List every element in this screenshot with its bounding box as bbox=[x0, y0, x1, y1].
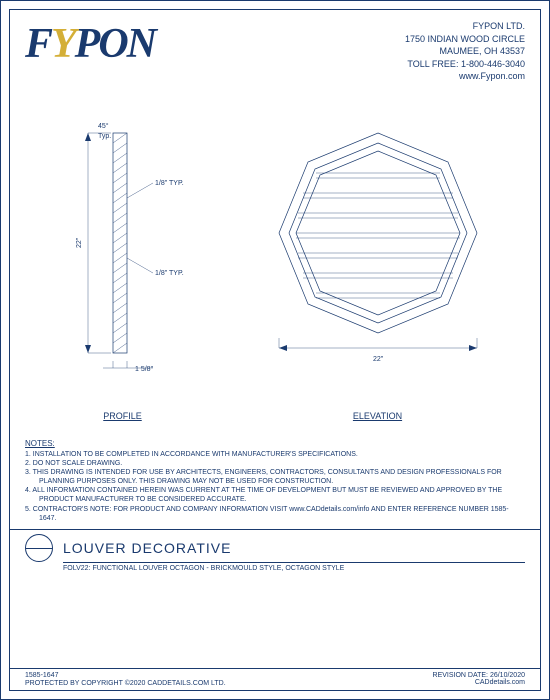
company-address2: MAUMEE, OH 43537 bbox=[405, 45, 525, 58]
elevation-label: ELEVATION bbox=[248, 411, 508, 421]
footer: 1585-1647 PROTECTED BY COPYRIGHT ©2020 C… bbox=[10, 668, 540, 690]
note-item: 3. THIS DRAWING IS INTENDED FOR USE BY A… bbox=[25, 468, 525, 486]
subtitle: FOLV22: FUNCTIONAL LOUVER OCTAGON - BRIC… bbox=[63, 562, 525, 572]
page-frame: FYPON FYPON LTD. 1750 INDIAN WOOD CIRCLE… bbox=[0, 0, 550, 700]
notes-section: NOTES: 1. INSTALLATION TO BE COMPLETED I… bbox=[10, 433, 540, 529]
note-item: 2. DO NOT SCALE DRAWING. bbox=[25, 459, 525, 468]
footer-copyright: PROTECTED BY COPYRIGHT ©2020 CADDETAILS.… bbox=[25, 680, 226, 687]
title-text: LOUVER DECORATIVE bbox=[63, 540, 231, 556]
elevation-svg: 22" bbox=[248, 113, 508, 403]
depth-dim: 1 5/8" bbox=[135, 366, 154, 373]
profile-svg: 22" 45° Typ. 1/8" TYP. 1/8" TYP. 1 5/8" bbox=[43, 113, 203, 403]
header: FYPON FYPON LTD. 1750 INDIAN WOOD CIRCLE… bbox=[10, 10, 540, 93]
angle-dim: 45° bbox=[98, 122, 109, 130]
slat-thick: 1/8" TYP. bbox=[155, 180, 184, 187]
profile-label: PROFILE bbox=[43, 411, 203, 421]
footer-left: 1585-1647 PROTECTED BY COPYRIGHT ©2020 C… bbox=[25, 672, 226, 687]
logo: FYPON bbox=[25, 20, 155, 68]
drawings-area: 22" 45° Typ. 1/8" TYP. 1/8" TYP. 1 5/8" … bbox=[10, 93, 540, 433]
width-dim: 22" bbox=[373, 356, 384, 363]
note-item: 1. INSTALLATION TO BE COMPLETED IN ACCOR… bbox=[25, 450, 525, 459]
company-name: FYPON LTD. bbox=[405, 20, 525, 33]
footer-revision: REVISION DATE: 26/10/2020 bbox=[433, 672, 525, 679]
footer-right: REVISION DATE: 26/10/2020 CADdetails.com bbox=[433, 672, 525, 687]
company-phone: TOLL FREE: 1-800-446-3040 bbox=[405, 58, 525, 71]
footer-site: CADdetails.com bbox=[433, 679, 525, 686]
inner-frame: FYPON FYPON LTD. 1750 INDIAN WOOD CIRCLE… bbox=[9, 9, 541, 691]
company-website: www.Fypon.com bbox=[405, 70, 525, 83]
company-info: FYPON LTD. 1750 INDIAN WOOD CIRCLE MAUME… bbox=[405, 20, 525, 83]
note-item: 4. ALL INFORMATION CONTAINED HEREIN WAS … bbox=[25, 486, 525, 504]
angle-note: Typ. bbox=[98, 133, 111, 140]
height-dim: 22" bbox=[76, 237, 83, 248]
title-circle-icon bbox=[25, 534, 53, 562]
slat-gap: 1/8" TYP. bbox=[155, 270, 184, 277]
note-item: 5. CONTRACTOR'S NOTE: FOR PRODUCT AND CO… bbox=[25, 505, 525, 523]
logo-accent: Y bbox=[51, 21, 75, 67]
title-main-row: LOUVER DECORATIVE bbox=[25, 534, 525, 562]
elevation-drawing: 22" ELEVATION bbox=[248, 113, 508, 423]
notes-list: 1. INSTALLATION TO BE COMPLETED IN ACCOR… bbox=[25, 450, 525, 523]
footer-ref: 1585-1647 bbox=[25, 672, 226, 679]
notes-title: NOTES: bbox=[25, 439, 525, 448]
title-block: LOUVER DECORATIVE FOLV22: FUNCTIONAL LOU… bbox=[10, 529, 540, 576]
profile-drawing: 22" 45° Typ. 1/8" TYP. 1/8" TYP. 1 5/8" … bbox=[43, 113, 203, 423]
company-address1: 1750 INDIAN WOOD CIRCLE bbox=[405, 33, 525, 46]
